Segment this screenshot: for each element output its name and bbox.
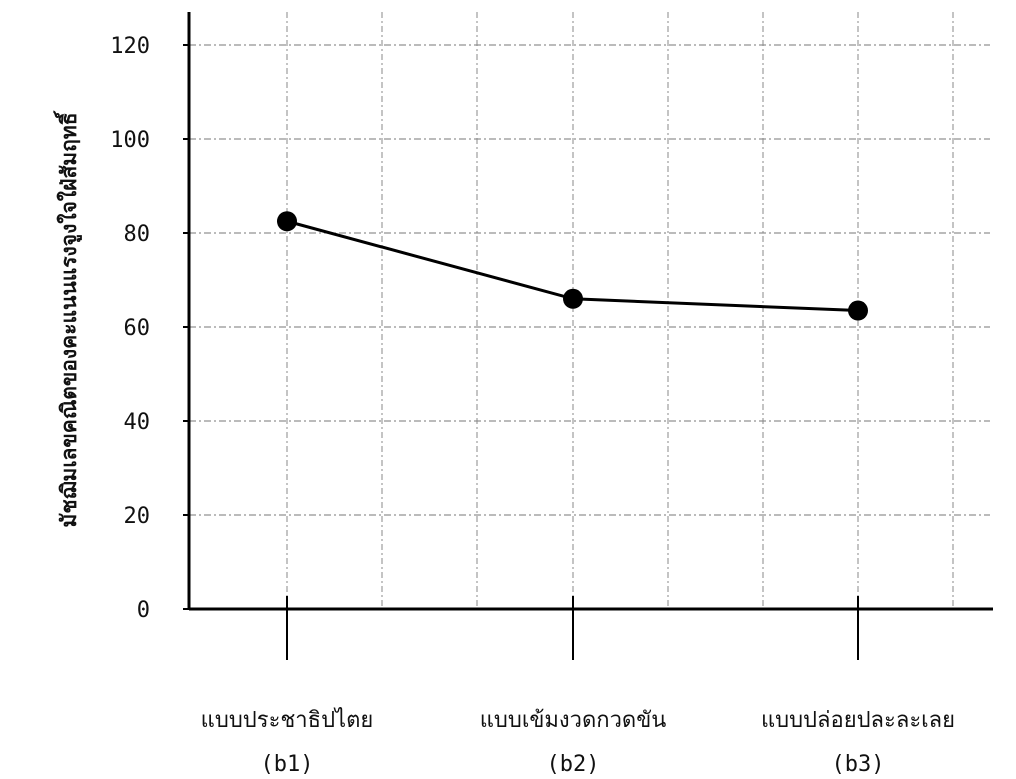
y-axis-ticks: 0 20 40 60 80 100 120: [110, 34, 189, 623]
x-category-label: แบบประชาธิปไตย: [201, 707, 374, 733]
x-category-subscript: (b1): [261, 752, 314, 777]
axes: [187, 12, 993, 611]
data-point: [563, 288, 583, 309]
x-axis-ticks: แบบประชาธิปไตย (b1) แบบเข้มงวดกวดขัน (b2) แบ…: [201, 596, 955, 777]
data-point: [848, 300, 868, 321]
y-tick-label: 40: [124, 410, 151, 435]
y-tick-label: 120: [110, 34, 150, 59]
x-category-label: แบบเข้มงวดกวดขัน: [480, 708, 667, 733]
y-axis-title: มัชฌิมเลขคณิตของคะแนนแรงจูงใจใฝ่สัมฤทธิ์: [53, 110, 83, 527]
x-category-subscript: (b2): [547, 752, 600, 777]
y-tick-label: 60: [124, 316, 151, 341]
x-category-subscript: (b3): [832, 752, 885, 777]
y-tick-label: 80: [124, 222, 151, 247]
grid-lines: [189, 12, 990, 609]
y-tick-label: 0: [137, 598, 150, 623]
data-point: [277, 211, 297, 232]
y-tick-label: 20: [124, 504, 151, 529]
x-category-label: แบบปล่อยปละละเลย: [761, 708, 955, 733]
data-series: [277, 211, 868, 321]
y-tick-label: 100: [110, 128, 150, 153]
